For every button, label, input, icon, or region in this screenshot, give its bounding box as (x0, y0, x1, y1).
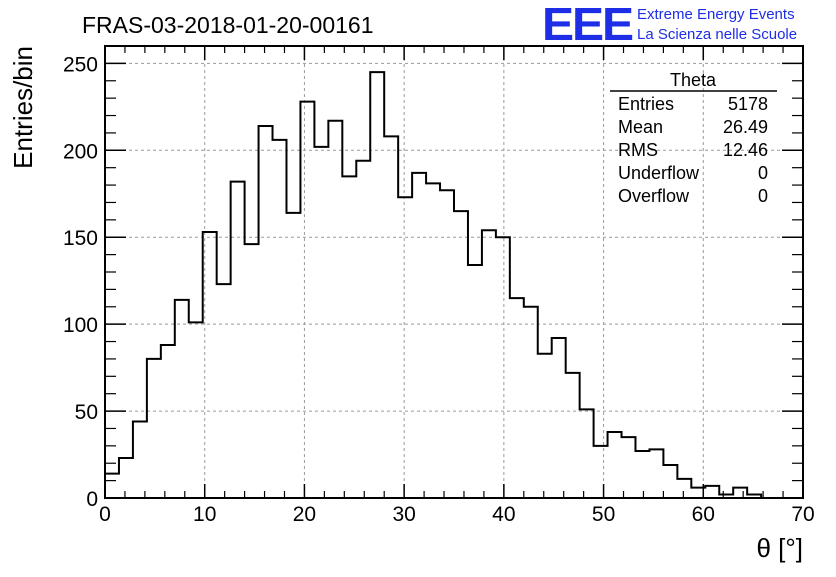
histogram-bin (426, 183, 440, 498)
histogram-bin (342, 176, 356, 498)
eee-logo: EEE Extreme Energy Events La Scienza nel… (542, 0, 797, 50)
histogram-bin (594, 446, 608, 498)
histogram-bin (538, 354, 552, 498)
histogram-bin (384, 136, 398, 498)
histogram-bin (635, 451, 649, 498)
histogram-bin (105, 474, 119, 498)
x-tick-label: 40 (492, 503, 515, 526)
histogram-bin (705, 486, 719, 498)
chart-title: FRAS-03-2018-01-20-00161 (82, 12, 374, 38)
histogram-bin (259, 126, 273, 498)
histogram-bin (286, 213, 300, 498)
histogram-bin (356, 161, 370, 498)
stats-row-value: 5178 (728, 94, 768, 114)
stats-row-value: 12.46 (723, 140, 768, 160)
x-tick-label: 10 (193, 503, 216, 526)
x-tick-label: 70 (791, 503, 814, 526)
histogram-bin (733, 488, 747, 498)
histogram-bin (189, 322, 203, 498)
histogram-bin (147, 359, 161, 498)
histogram-bin (524, 307, 538, 498)
stats-row-value: 0 (758, 163, 768, 183)
stats-box-name: Theta (670, 70, 717, 90)
histogram-bin (217, 284, 231, 498)
histogram-bin (133, 422, 147, 498)
histogram-bin (161, 345, 175, 498)
stats-row-value: 0 (758, 186, 768, 206)
histogram-bin (608, 432, 622, 498)
histogram-bin (119, 458, 133, 498)
histogram-bin (398, 197, 412, 498)
plot-frame (104, 45, 804, 499)
stats-row-label: Entries (618, 94, 674, 114)
histogram-bin (454, 211, 468, 498)
histogram-bin (175, 300, 189, 498)
y-tick-label: 50 (75, 401, 98, 424)
histogram-bin (649, 449, 663, 498)
histogram-bin (622, 437, 636, 498)
logo-line1: Extreme Energy Events (637, 6, 795, 23)
histogram-outline (105, 71, 803, 499)
stats-row-value: 26.49 (723, 117, 768, 137)
stats-row-label: Underflow (618, 163, 700, 183)
histogram-bin (245, 244, 259, 498)
stats-row-label: Mean (618, 117, 663, 137)
histogram-bin (496, 237, 510, 498)
histogram-bin (677, 479, 691, 498)
histogram-bin (510, 298, 524, 498)
histogram-bin (440, 190, 454, 498)
histogram-bin (370, 72, 384, 498)
histogram-bin (663, 465, 677, 498)
axis-ticks: 0 10 20 30 40 50 60 70 0 50 100 150 200 250 (63, 45, 815, 526)
y-axis-label: Entries/bin (8, 46, 38, 169)
x-tick-label: 50 (592, 503, 615, 526)
x-axis-label: θ [°] (756, 533, 803, 563)
histogram-bin (468, 265, 482, 498)
histogram-bin (300, 102, 314, 498)
histogram-bin (566, 373, 580, 498)
histogram-bin (231, 182, 245, 498)
y-tick-label: 200 (63, 140, 98, 163)
y-tick-label: 100 (63, 314, 98, 337)
y-tick-label: 0 (86, 488, 98, 511)
histogram-bin (273, 140, 287, 498)
stats-box: Theta Entries 5178 Mean 26.49 RMS 12.46 Underf… (610, 70, 777, 206)
x-tick-label: 20 (293, 503, 316, 526)
stats-row-label: RMS (618, 140, 658, 160)
x-tick-label: 60 (692, 503, 715, 526)
x-tick-label: 30 (392, 503, 415, 526)
histogram-bin (412, 173, 426, 498)
histogram-bin (552, 338, 566, 498)
stats-rows: Entries 5178 Mean 26.49 RMS 12.46 Underflow 0 Ov… (618, 94, 768, 206)
y-tick-label: 250 (63, 53, 98, 76)
histogram-bin (328, 121, 342, 498)
y-tick-label: 150 (63, 227, 98, 250)
logo-mark: EEE (542, 0, 632, 50)
histogram-bin (314, 147, 328, 498)
histogram-bin (580, 409, 594, 498)
histogram-bin (203, 232, 217, 498)
histogram-bin (482, 230, 496, 498)
grid-lines (105, 46, 803, 498)
logo-line2: La Scienza nelle Scuole (637, 26, 797, 43)
stats-row-label: Overflow (618, 186, 690, 206)
x-tick-label: 0 (99, 503, 111, 526)
